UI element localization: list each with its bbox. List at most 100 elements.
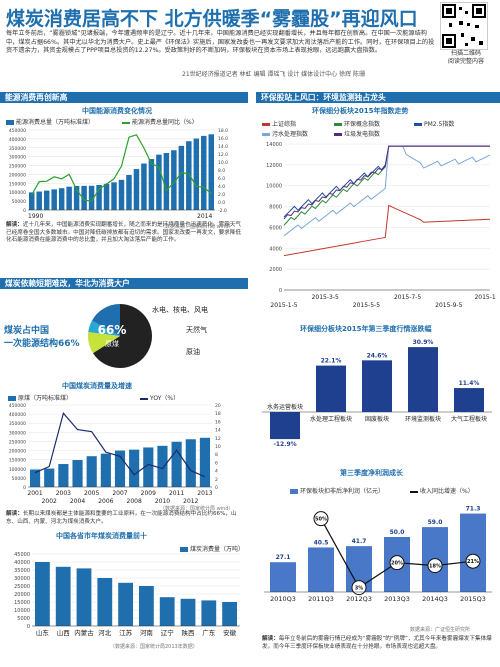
province-x-tick: 安徽 [223,628,237,637]
coal-bar [143,447,154,487]
env-x-tick: 2015-1-5 [270,302,297,309]
profit-note: 解读：每年立冬前后的雾霾行情已经成为“雾霾股”的“例牌”，尤其今年来看雾霾爆发下… [262,636,494,651]
province-x-tick: 陕西 [182,628,196,637]
energy-bar [118,179,125,210]
profit-value-label: 27.1 [276,554,291,561]
province-y-tick: 45000 [14,552,30,558]
profit-value-label: 59.0 [428,519,443,526]
coal-y2-tick: 6 [215,460,218,466]
sub-value-label: 22.1% [321,358,342,365]
env-y-tick: 6000 [269,225,282,231]
sub-growth-title: 环保细分板块2015年第三季度行情涨跌幅 [300,325,432,333]
profit-growth-point [427,558,443,574]
env-y-tick: 12000 [266,163,282,169]
coal-y-tick: 400000 [9,412,26,418]
province-bar [201,600,217,626]
env-x-tick: 2015-5-5 [353,302,380,309]
env-x-tick: 2015-3-5 [312,294,339,301]
sub-bar [408,347,438,412]
energy-y2-tick: 6.0 [218,176,225,182]
energy-note-text: 近十几年来，中国能源消费实现翻番增长，随之而来的是环境质量也迅速恶化。雾霾天气已… [6,222,241,244]
coal-x-tick: 2001 [27,490,42,497]
coal-y-tick: 50000 [12,476,26,482]
profit-growth-label: 20% [391,561,403,567]
profit-growth-point [389,555,405,571]
sub-bar [270,412,300,440]
energy-bar [186,141,192,210]
profit-x-tick: 2010Q3 [270,595,296,603]
province-x-tick: 河北 [98,629,112,637]
province-bar [180,598,196,626]
profit-x-tick: 2011Q3 [308,595,334,603]
byline: 21世纪经济报道记者 林虹 编辑 谭瑶飞 设计 媒体设计中心 徐辉 陈珊 [182,71,365,78]
coal-bar [58,464,69,487]
sub-value-label: -12.9% [273,441,296,448]
province-y-tick: 25000 [14,584,30,590]
lead-paragraph: 每年立冬前后，“雾霾锁城”见诸报端，今年遭遇频率的是辽宁。近十几年来，中国能源消… [6,30,435,55]
energy-x-label-end: 2014 [197,213,212,220]
province-legend: 煤炭消费量（万吨） [180,544,244,553]
coal-legend-bar-label: 原煤（万吨标准煤） [18,395,73,402]
energy-y2-tick: 0.0 [218,200,225,206]
energy-legend-bar-label: 能源消费总量（万吨标准煤） [16,119,95,126]
env-legend-item: 环保概念指数 [334,119,380,128]
coal-bar [185,439,196,487]
coal-bar [114,450,126,487]
qr-code-icon [440,2,488,50]
pie-slice [88,331,120,354]
coal-y2-tick: 4 [215,469,218,475]
profit-source: 数据来源：广证恒生研究所 [410,627,471,633]
coal-note-text: 长期以来煤炭都是主体能源和重要的工业原料，在一次能源消费结构中占比约66%，山东… [6,511,237,525]
energy-growth-line [31,134,212,202]
province-x-tick: 山西 [57,628,71,637]
energy-bar [141,163,147,210]
energy-bar [58,188,65,210]
energy-bar [51,189,57,210]
env-y-tick: 4000 [269,246,282,252]
province-bar [118,582,133,626]
coal-bar [157,445,168,487]
energy-y-tick: 100000 [9,190,26,196]
province-legend-label: 煤炭消费量（万吨） [190,546,245,553]
coal-yoy-line [34,411,206,478]
coal-y2-tick: 8 [215,452,218,458]
pie-slice [91,304,120,336]
profit-legend-line-label: 收入同比增速（%） [420,488,474,495]
profit-bar [460,513,486,592]
energy-bar [148,159,155,210]
coal-x-tick: 2008 [127,498,142,505]
energy-y2-tick: 14.0 [218,144,228,150]
profit-growth-label: 18% [429,564,441,570]
sub-category-label: 大气工程板块 [451,415,487,423]
province-chart: 0 5000 10000 15000 20000 25000 30000 35000 40000… [14,552,240,637]
energy-y2-tick: 4.0 [218,184,225,190]
profit-value-label: 41.7 [352,538,367,545]
coal-y-tick: 100000 [9,467,26,473]
sub-bar [454,388,484,412]
qr-caption: 扫描二维码 阅读完整内容 [436,50,496,66]
energy-bar [103,183,110,210]
env-y-tick: 0 [279,288,282,294]
env-legend-item: 污水处理指数 [262,129,308,138]
pie-center-pct: 66% [98,323,127,337]
env-legend-swatch [262,133,270,136]
energy-chart: 0 50000 100000 150000 200000 250000 300000 3500… [9,128,228,220]
province-bar [76,568,92,626]
profit-note-label: 解读： [262,636,279,642]
energy-legend-bar: 能源消费总量（万吨标准煤） [6,117,94,126]
coal-source: （数据来源：国家统计局 wind） [160,506,234,512]
env-series-line [283,204,491,257]
province-y-tick: 30000 [14,576,30,582]
env-index-chart: 0 2000 4000 6000 8000 10000 12000 14000 2015-1-5… [266,142,496,309]
energy-bar [96,185,102,210]
province-x-tick: 辽宁 [161,628,175,637]
coal-y2-tick: 12 [215,436,221,442]
profit-growth-label: 21% [467,559,479,565]
coal-bar [30,469,41,487]
sub-category-label: 水务运营板块 [267,403,303,411]
coal-y-tick: 150000 [9,458,26,464]
profit-legend-line: 收入同比增速（%） [410,486,474,495]
coal-x-tick: 2006 [98,498,113,505]
energy-bar [81,185,87,210]
